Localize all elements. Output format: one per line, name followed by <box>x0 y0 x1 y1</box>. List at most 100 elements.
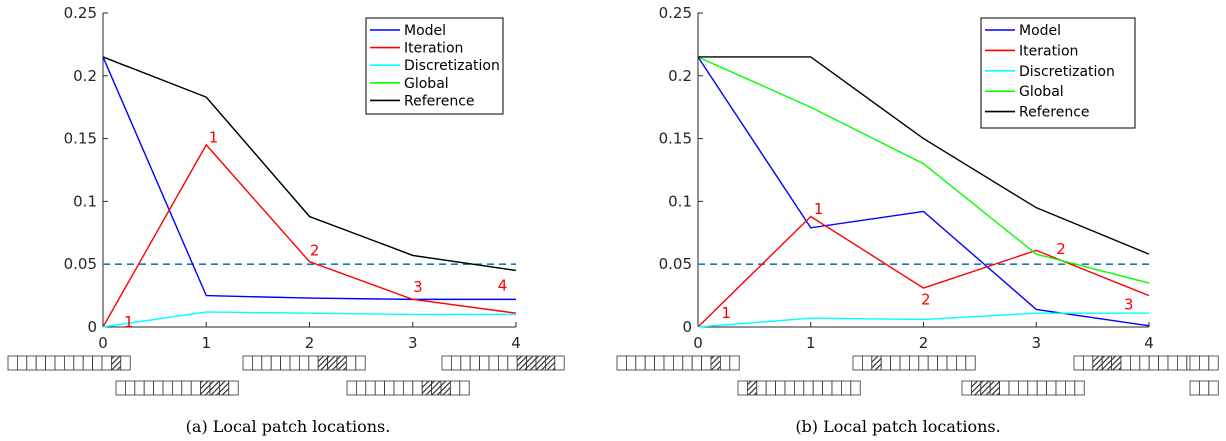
patch-cell <box>101 355 112 371</box>
patch-cell <box>449 380 461 396</box>
x-tick-label: 1 <box>806 334 816 352</box>
patch-cell <box>841 380 852 396</box>
patch-cell <box>280 355 291 371</box>
patch-cell-hatched <box>1101 355 1112 371</box>
patch-cell <box>345 355 357 371</box>
patch-cell <box>899 355 910 371</box>
caption-b: (b) Local patch locations. <box>795 417 1000 436</box>
patch-cell <box>1055 380 1066 396</box>
patch-strip <box>7 355 131 371</box>
patch-cell <box>450 355 462 371</box>
patch-cell <box>120 355 131 371</box>
y-tick-label: 0.2 <box>73 67 97 85</box>
patch-cell-hatched <box>327 355 338 371</box>
patch-cell <box>459 380 470 396</box>
patch-cell-hatched <box>526 355 537 371</box>
patch-cell <box>927 355 939 371</box>
x-tick-label: 3 <box>1031 334 1041 352</box>
legend: Model Iteration Discretization Global Refere… <box>980 17 1136 129</box>
patch-cell <box>909 355 920 371</box>
patch-cell-hatched <box>1111 355 1122 371</box>
patch-strip <box>961 380 1085 396</box>
patch-cell <box>346 380 357 396</box>
patch-cell <box>862 355 873 371</box>
patch-cell <box>228 380 239 396</box>
x-tick-label: 0 <box>693 334 703 352</box>
patch-cell <box>153 380 164 396</box>
patch-cell <box>261 355 272 371</box>
patch-cell <box>507 355 518 371</box>
patch-strip <box>242 355 366 371</box>
patch-cell <box>35 355 47 371</box>
patch-cell <box>251 355 263 371</box>
patch-cell <box>720 355 731 371</box>
annotation-label: 2 <box>921 290 931 308</box>
y-tick-label: 0.1 <box>668 192 692 210</box>
patch-cell-hatched <box>989 380 1001 396</box>
patch-cell <box>1189 380 1200 396</box>
patch-cell <box>298 355 310 371</box>
patch-cell <box>961 380 972 396</box>
patch-cell <box>1139 355 1150 371</box>
patch-cell <box>756 380 767 396</box>
patch-cell <box>812 380 824 396</box>
patch-cell <box>663 355 674 371</box>
patch-cell <box>289 355 300 371</box>
patch-cell-hatched <box>747 380 758 396</box>
y-tick-label: 0.05 <box>659 255 692 273</box>
patch-cell <box>822 380 833 396</box>
chart-b: 00.050.10.150.20.250 1 2 3 411223ModelIterat… <box>616 4 1219 396</box>
patch-cell-hatched <box>535 355 546 371</box>
patch-cell <box>1130 355 1141 371</box>
patch-cell <box>918 355 929 371</box>
series-line-reference <box>102 56 517 272</box>
patch-cell <box>852 355 863 371</box>
y-tick-label: 0.2 <box>668 67 692 85</box>
patch-cell <box>1073 355 1084 371</box>
annotation-label: 4 <box>498 277 508 295</box>
x-tick-label: 0 <box>98 334 108 352</box>
patch-cell <box>16 355 28 371</box>
patch-cell <box>737 380 748 396</box>
patch-cell-hatched <box>516 355 528 371</box>
y-tick-label: 0.15 <box>659 130 692 148</box>
patch-strip <box>115 380 239 396</box>
patch-cell <box>1189 355 1200 371</box>
patch-cell-hatched <box>336 355 347 371</box>
patch-strip <box>346 380 470 396</box>
patch-cell <box>45 355 56 371</box>
patch-cell <box>402 380 414 396</box>
patch-cell <box>181 380 192 396</box>
patch-cell <box>125 380 136 396</box>
patch-cell-hatched <box>317 355 329 371</box>
series-line-reference <box>698 56 1150 255</box>
y-tick-label: 0.05 <box>64 255 97 273</box>
patch-strip <box>441 355 565 371</box>
patch-cell <box>682 355 693 371</box>
patch-cell <box>171 380 183 396</box>
patch-cell <box>441 355 452 371</box>
legend-label: Global <box>404 76 449 92</box>
patch-cell <box>82 355 93 371</box>
patch-cell <box>626 355 637 371</box>
patch-cell-hatched <box>421 380 433 396</box>
patch-cell <box>1167 355 1178 371</box>
patch-cell-hatched <box>440 380 451 396</box>
patch-cell-hatched <box>710 355 721 371</box>
patch-cell <box>729 355 740 371</box>
patch-cell <box>374 380 386 396</box>
series-line-discretization <box>697 312 1149 328</box>
legend-box <box>980 17 1136 129</box>
y-tick-label: 0.25 <box>64 4 97 22</box>
patch-cell <box>242 355 253 371</box>
patch-cell <box>1208 380 1219 396</box>
legend-label: Iteration <box>1019 43 1078 59</box>
patch-cell <box>497 355 509 371</box>
patch-strip <box>852 355 976 371</box>
x-tick-label: 2 <box>305 334 315 352</box>
series-line-model <box>102 56 516 301</box>
patch-cell <box>654 355 665 371</box>
patch-cell <box>190 380 201 396</box>
patch-cell <box>460 355 471 371</box>
patch-cell <box>64 355 75 371</box>
